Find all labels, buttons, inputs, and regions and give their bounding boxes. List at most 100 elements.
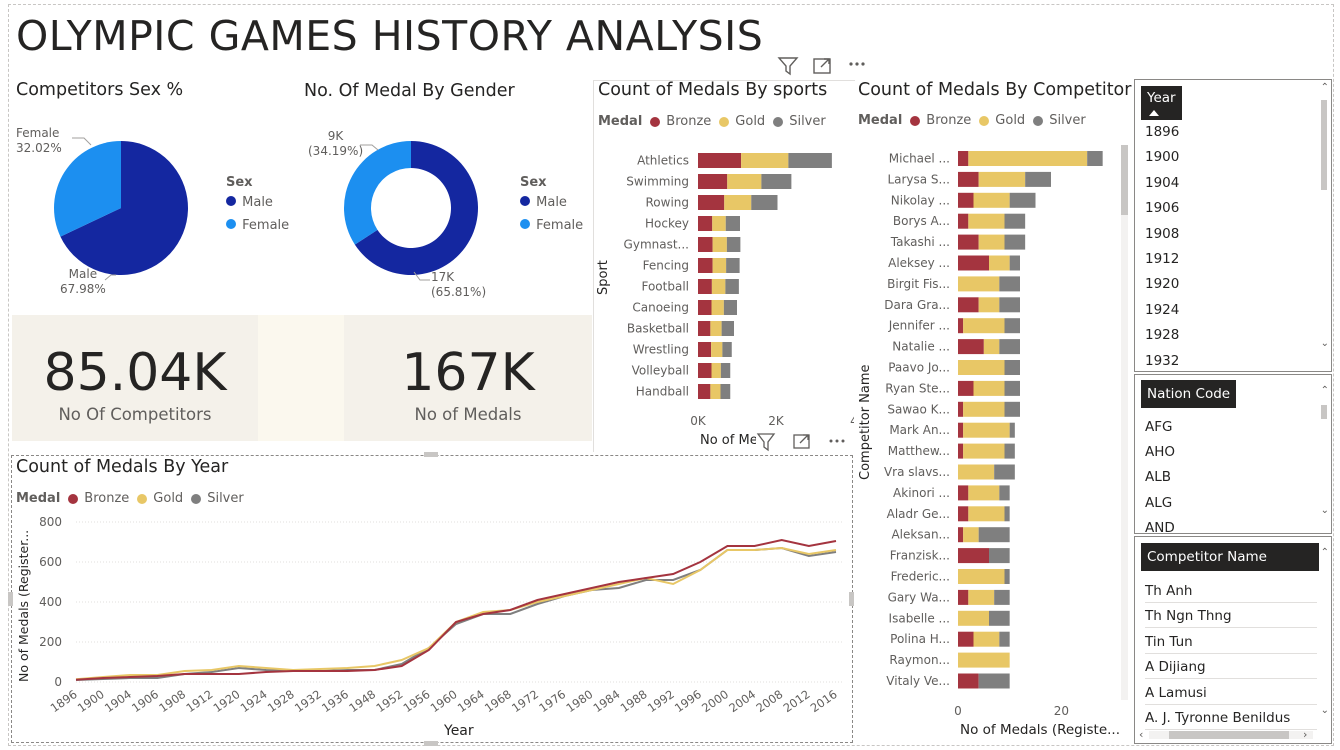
line-gold[interactable] xyxy=(75,546,837,681)
bar-silver[interactable] xyxy=(761,174,792,189)
bar-silver[interactable] xyxy=(1004,443,1015,459)
bar-silver[interactable] xyxy=(1009,255,1020,271)
bar-silver[interactable] xyxy=(726,237,741,252)
slicer-item[interactable]: A. J. Tyronne Benildus xyxy=(1145,710,1317,730)
slicer-item[interactable]: Tin Tun xyxy=(1145,634,1317,654)
bar-bronze[interactable] xyxy=(958,213,969,229)
bar-gold[interactable] xyxy=(958,276,1000,292)
bar-silver[interactable] xyxy=(999,485,1010,501)
bar-bronze[interactable] xyxy=(958,171,979,187)
scroll-down-icon[interactable]: ⌄ xyxy=(1320,505,1329,516)
bar-silver[interactable] xyxy=(1004,360,1021,375)
competitor-slicer-header[interactable]: Competitor Name xyxy=(1141,543,1319,571)
legend-gold[interactable]: Gold xyxy=(153,491,184,506)
more-options-icon[interactable] xyxy=(829,439,845,443)
slicer-item[interactable]: 1912 xyxy=(1145,251,1180,267)
bar-bronze[interactable] xyxy=(958,527,964,543)
bar-gold[interactable] xyxy=(712,237,727,252)
slicer-item[interactable]: A Dijiang xyxy=(1145,659,1317,680)
bar-gold[interactable] xyxy=(711,363,721,378)
legend-bronze[interactable]: Bronze xyxy=(666,114,712,129)
legend-gold[interactable]: Gold xyxy=(995,113,1026,128)
line-bronze[interactable] xyxy=(75,538,837,681)
bar-silver[interactable] xyxy=(989,548,1010,564)
competitor-bar-chart[interactable]: Michael ... Larysa S... Nikolay ... Borys A… xyxy=(876,145,1126,723)
scroll-down-icon[interactable]: ⌄ xyxy=(1320,705,1329,716)
slicer-item[interactable]: A Lamusi xyxy=(1145,685,1317,705)
bar-silver[interactable] xyxy=(999,339,1020,355)
legend-gold[interactable]: Gold xyxy=(735,114,766,129)
scroll-left-icon[interactable]: ‹ xyxy=(1139,728,1144,741)
bar-bronze[interactable] xyxy=(698,195,725,210)
bar-gold[interactable] xyxy=(968,151,1088,166)
bar-gold[interactable] xyxy=(963,318,1005,334)
bar-silver[interactable] xyxy=(725,216,740,231)
bar-bronze[interactable] xyxy=(958,548,989,564)
bar-gold[interactable] xyxy=(963,443,1005,459)
bar-bronze[interactable] xyxy=(698,174,728,189)
scroll-down-icon[interactable]: ⌄ xyxy=(1320,338,1329,349)
competitor-chart-scrollbar[interactable] xyxy=(1121,145,1128,700)
bar-silver[interactable] xyxy=(978,673,1010,689)
bar-bronze[interactable] xyxy=(698,216,713,231)
bar-gold[interactable] xyxy=(727,174,762,189)
bar-bronze[interactable] xyxy=(958,297,979,313)
slicer-item[interactable]: 1906 xyxy=(1145,200,1180,217)
bar-gold[interactable] xyxy=(978,234,1005,250)
legend-bronze[interactable]: Bronze xyxy=(84,491,130,506)
medal-by-gender-donut[interactable] xyxy=(300,110,580,310)
bar-gold[interactable] xyxy=(978,171,1026,187)
bar-gold[interactable] xyxy=(963,422,1010,438)
bar-silver[interactable] xyxy=(1004,380,1021,396)
legend-silver[interactable]: Silver xyxy=(789,114,826,129)
bar-bronze[interactable] xyxy=(958,318,964,334)
filter-icon[interactable] xyxy=(777,57,799,76)
bar-silver[interactable] xyxy=(994,589,1010,605)
bar-silver[interactable] xyxy=(1009,192,1036,208)
bar-bronze[interactable] xyxy=(958,401,964,417)
bar-bronze[interactable] xyxy=(698,384,711,399)
bar-gold[interactable] xyxy=(724,195,752,210)
year-slicer-header[interactable]: Year xyxy=(1141,86,1182,120)
pie-slice-male[interactable] xyxy=(60,141,189,275)
legend-silver[interactable]: Silver xyxy=(207,491,244,506)
bar-gold[interactable] xyxy=(963,401,1005,417)
legend-bronze[interactable]: Bronze xyxy=(926,113,972,128)
bar-silver[interactable] xyxy=(1004,506,1010,522)
nation-slicer-scroll-thumb[interactable] xyxy=(1321,405,1327,419)
bar-silver[interactable] xyxy=(978,527,1010,543)
bar-bronze[interactable] xyxy=(958,151,969,166)
bar-bronze[interactable] xyxy=(958,485,969,501)
bar-silver[interactable] xyxy=(720,384,731,399)
legend-item-male[interactable]: Male xyxy=(520,195,583,210)
bar-silver[interactable] xyxy=(1004,234,1026,250)
scroll-right-icon[interactable]: › xyxy=(1303,728,1308,741)
bar-bronze[interactable] xyxy=(958,506,969,522)
bar-gold[interactable] xyxy=(958,610,989,626)
competitor-slicer-hscroll[interactable] xyxy=(1149,731,1313,739)
pie-slice-female[interactable] xyxy=(53,141,121,237)
bar-bronze[interactable] xyxy=(698,237,713,252)
bar-bronze[interactable] xyxy=(958,673,979,689)
slicer-item[interactable]: 1908 xyxy=(1145,225,1180,242)
legend-item-female[interactable]: Female xyxy=(226,218,289,233)
slicer-item[interactable]: 1932 xyxy=(1145,352,1180,369)
bar-bronze[interactable] xyxy=(958,380,974,396)
resize-handle-bottom[interactable] xyxy=(424,741,438,746)
more-options-icon[interactable] xyxy=(849,62,865,66)
bar-bronze[interactable] xyxy=(958,443,964,459)
scroll-up-icon[interactable]: ⌃ xyxy=(1320,82,1329,93)
slicer-item[interactable]: 1924 xyxy=(1145,301,1180,318)
bar-silver[interactable] xyxy=(725,279,739,294)
bar-gold[interactable] xyxy=(741,153,789,168)
bar-silver[interactable] xyxy=(788,153,832,168)
bar-bronze[interactable] xyxy=(958,422,964,438)
bar-gold[interactable] xyxy=(958,464,995,480)
bar-gold[interactable] xyxy=(711,300,724,315)
resize-handle-left[interactable] xyxy=(8,592,13,606)
bar-gold[interactable] xyxy=(963,527,979,543)
bar-silver[interactable] xyxy=(1004,401,1021,417)
bar-bronze[interactable] xyxy=(958,192,974,208)
competitor-slicer-hscroll-thumb[interactable] xyxy=(1169,731,1289,739)
line-silver[interactable] xyxy=(75,546,837,681)
